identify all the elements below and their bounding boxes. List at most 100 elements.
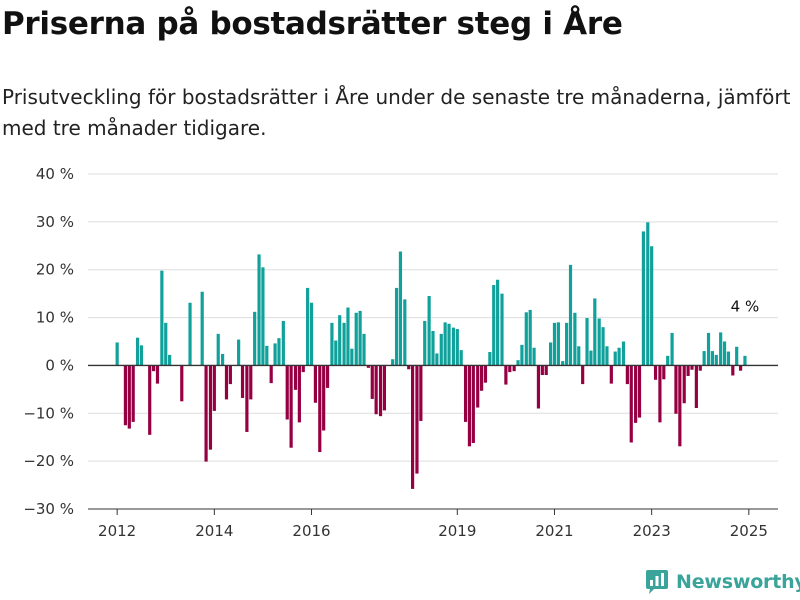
bar: [646, 222, 650, 366]
bar: [188, 302, 192, 366]
bar: [561, 361, 565, 366]
bar: [504, 365, 508, 385]
bar: [297, 365, 301, 423]
bar: [581, 365, 585, 385]
bar: [670, 332, 674, 366]
y-tick-label: 30 %: [36, 213, 74, 231]
bar: [155, 365, 160, 384]
bar: [463, 365, 468, 422]
x-tick-label: 2016: [292, 522, 330, 540]
bar: [447, 323, 451, 366]
bar: [479, 365, 484, 391]
bar: [601, 327, 605, 366]
bar: [471, 365, 475, 443]
x-axis: 2012 2014 2016 2019 2021 2023 2025: [88, 508, 778, 540]
bar: [609, 365, 613, 384]
bar: [261, 267, 265, 366]
bar: [419, 365, 423, 421]
bar: [160, 270, 164, 366]
bar: [431, 330, 435, 366]
bar: [719, 332, 723, 366]
x-tick-label: 2025: [730, 522, 768, 540]
bar: [435, 353, 439, 366]
y-tick-label: 0 %: [45, 356, 74, 374]
bar: [722, 341, 727, 366]
bar: [273, 343, 277, 366]
bar: [455, 329, 459, 366]
bar: [245, 365, 249, 432]
bar: [658, 365, 662, 423]
bar: [237, 339, 241, 366]
bar: [115, 342, 119, 366]
bar: [476, 365, 480, 408]
bar: [269, 365, 273, 384]
bar: [370, 365, 374, 399]
bar: [625, 365, 629, 385]
bars: [115, 222, 747, 489]
bar: [342, 322, 346, 366]
x-tick-label: 2021: [535, 522, 573, 540]
bar: [653, 365, 658, 380]
y-tick-label: 20 %: [36, 261, 74, 279]
bar: [528, 309, 532, 366]
bar: [520, 344, 524, 366]
bar: [629, 365, 633, 443]
last-value-label: 4 %: [731, 297, 760, 315]
bar: [714, 354, 718, 366]
bar: [617, 347, 621, 366]
bar: [135, 337, 140, 366]
bar: [253, 311, 257, 366]
bar: [224, 365, 229, 400]
bar: [330, 322, 334, 366]
bar: [565, 322, 569, 366]
bar: [423, 320, 427, 366]
brand-logo: Newsworthy: [645, 569, 800, 595]
bar: [394, 287, 399, 366]
bar: [500, 293, 504, 366]
bar: [634, 365, 638, 423]
bar: [212, 365, 216, 411]
bar: [204, 365, 208, 462]
bar: [306, 287, 310, 366]
bar: [532, 347, 536, 366]
bar: [731, 365, 735, 376]
bar: [221, 353, 225, 366]
bar: [682, 365, 686, 404]
bar: [621, 341, 626, 366]
bar: [690, 365, 694, 370]
bar: [483, 365, 488, 383]
chart-title: Priserna på bostadsrätter steg i Åre: [2, 6, 623, 42]
bar: [410, 365, 415, 489]
bar: [346, 307, 350, 366]
y-tick-label: −10 %: [23, 404, 74, 422]
bar: [666, 355, 670, 366]
bar: [180, 365, 184, 402]
bar: [391, 359, 395, 366]
bar: [325, 365, 330, 388]
bar: [694, 365, 698, 409]
bar: [702, 351, 706, 366]
bar: [686, 365, 690, 376]
x-tick-label: 2014: [195, 522, 233, 540]
bar: [265, 345, 269, 366]
bar: [512, 365, 516, 372]
bar: [289, 365, 293, 448]
y-tick-label: 40 %: [36, 165, 74, 183]
bar: [698, 365, 702, 371]
y-tick-label: −30 %: [23, 500, 74, 518]
bar: [354, 312, 358, 366]
bar: [123, 365, 128, 426]
bar: [735, 346, 739, 366]
bar: [556, 322, 560, 366]
bar: [589, 350, 593, 366]
bar: [148, 365, 152, 435]
bar: [524, 312, 528, 366]
bar: [350, 348, 354, 366]
bar: [577, 346, 581, 366]
x-tick-label: 2012: [98, 522, 136, 540]
bar: [382, 365, 387, 411]
bar: [496, 279, 500, 366]
bar: [228, 365, 232, 385]
bar: [127, 365, 131, 429]
